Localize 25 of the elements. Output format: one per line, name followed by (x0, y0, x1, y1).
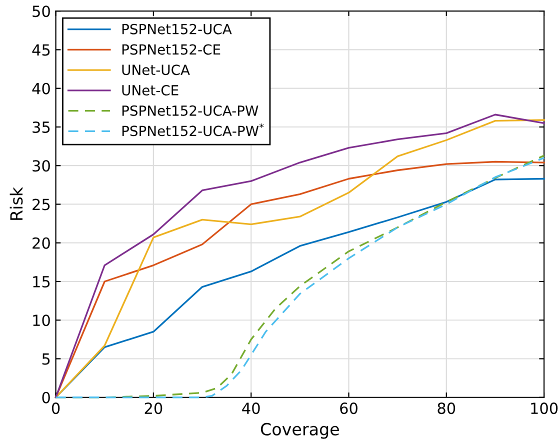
y-tick-label: 0 (42, 392, 50, 404)
x-tick-label: 0 (52, 402, 60, 414)
x-tick-label: 20 (144, 402, 162, 414)
y-axis-title: Risk (10, 187, 23, 220)
y-tick-label: 40 (32, 82, 50, 94)
y-tick-label: 50 (32, 6, 50, 18)
y-tick-label: 45 (32, 44, 50, 56)
legend-label: UNet-CE (122, 85, 178, 96)
legend-label: UNet-UCA (122, 64, 190, 76)
x-tick-label: 100 (531, 402, 558, 414)
legend-label: PSPNet152-UCA-PW$^{*}$ (122, 123, 264, 136)
x-tick-label: 80 (438, 402, 456, 414)
x-tick-label: 40 (242, 402, 260, 414)
y-tick-label: 20 (32, 237, 50, 249)
y-tick-label: 25 (32, 198, 50, 210)
y-tick-label: 15 (33, 276, 50, 288)
legend-label: PSPNet152-UCA-PW (122, 105, 258, 116)
y-tick-label: 35 (32, 121, 50, 134)
y-tick-label: 30 (32, 160, 50, 172)
x-axis-title: Coverage (260, 422, 339, 439)
y-tick-label: 5 (42, 353, 50, 365)
x-tick-label: 60 (340, 402, 358, 414)
y-tick-label: 10 (33, 314, 50, 326)
legend-label: PSPNet152-UCA (122, 24, 232, 34)
legend-label: PSPNet152-CE (122, 44, 220, 55)
